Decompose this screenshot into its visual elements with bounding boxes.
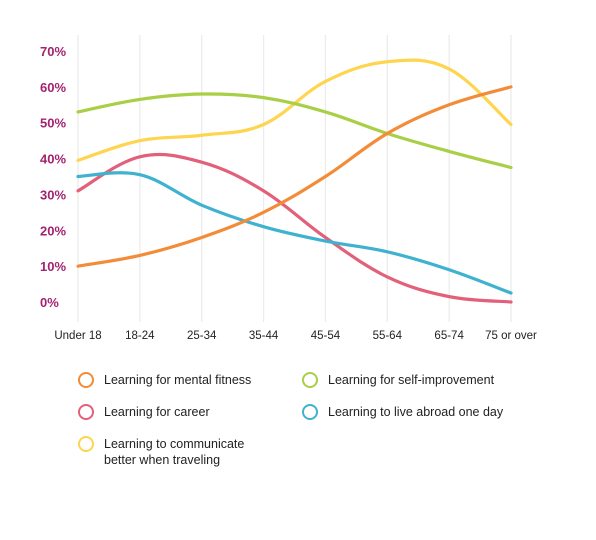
x-tick-label: 25-34: [187, 330, 217, 342]
series-line-mental-fitness: [76, 85, 513, 268]
x-axis-tick-labels: Under 18 18-24 25-34 35-44 45-54 55-64 65-74 75…: [54, 330, 537, 342]
legend-label-self-improvement: Learning for self-improvement: [328, 373, 495, 387]
legend-marker-career-icon: [78, 404, 94, 420]
series-lines: [76, 58, 513, 304]
gridlines: [77, 35, 512, 322]
legend-marker-live-abroad-icon: [302, 404, 318, 420]
legend-marker-communicate-traveling-icon: [78, 436, 94, 452]
legend-label-career: Learning for career: [104, 405, 210, 419]
y-tick-label: 30%: [40, 187, 66, 202]
x-tick-label: 65-74: [434, 330, 464, 342]
x-tick-label: Under 18: [54, 330, 101, 342]
y-tick-label: 0%: [40, 295, 59, 310]
legend-marker-mental-fitness-icon: [78, 372, 94, 388]
legend-item-live-abroad: Learning to live abroad one day: [302, 404, 503, 420]
x-tick-label: 18-24: [125, 330, 155, 342]
series-line-self-improvement: [76, 92, 513, 170]
y-tick-label: 40%: [40, 152, 66, 167]
series-line-communicate-traveling: [76, 58, 513, 162]
y-tick-label: 60%: [40, 80, 66, 95]
x-tick-label: 75 or over: [485, 330, 537, 342]
x-tick-label: 55-64: [373, 330, 403, 342]
y-tick-label: 50%: [40, 116, 66, 131]
legend-item-career: Learning for career: [78, 404, 210, 420]
y-tick-label: 20%: [40, 223, 66, 238]
legend-item-communicate-traveling: Learning to communicate better when trav…: [78, 436, 244, 468]
series-line-career: [76, 152, 513, 304]
series-line-live-abroad: [76, 171, 513, 295]
legend-label-communicate-traveling: Learning to communicate better when trav…: [104, 437, 245, 467]
legend-label-mental-fitness: Learning for mental fitness: [104, 373, 252, 387]
y-tick-label: 70%: [40, 44, 66, 59]
legend-item-self-improvement: Learning for self-improvement: [302, 372, 494, 388]
y-tick-label: 10%: [40, 259, 66, 274]
legend-item-mental-fitness: Learning for mental fitness: [78, 372, 251, 388]
x-tick-label: 35-44: [249, 330, 279, 342]
legend-marker-self-improvement-icon: [302, 372, 318, 388]
legend-label-live-abroad: Learning to live abroad one day: [328, 405, 504, 419]
y-axis-tick-labels: 70% 60% 50% 40% 30% 20% 10% 0%: [40, 44, 66, 310]
x-tick-label: 45-54: [311, 330, 341, 342]
